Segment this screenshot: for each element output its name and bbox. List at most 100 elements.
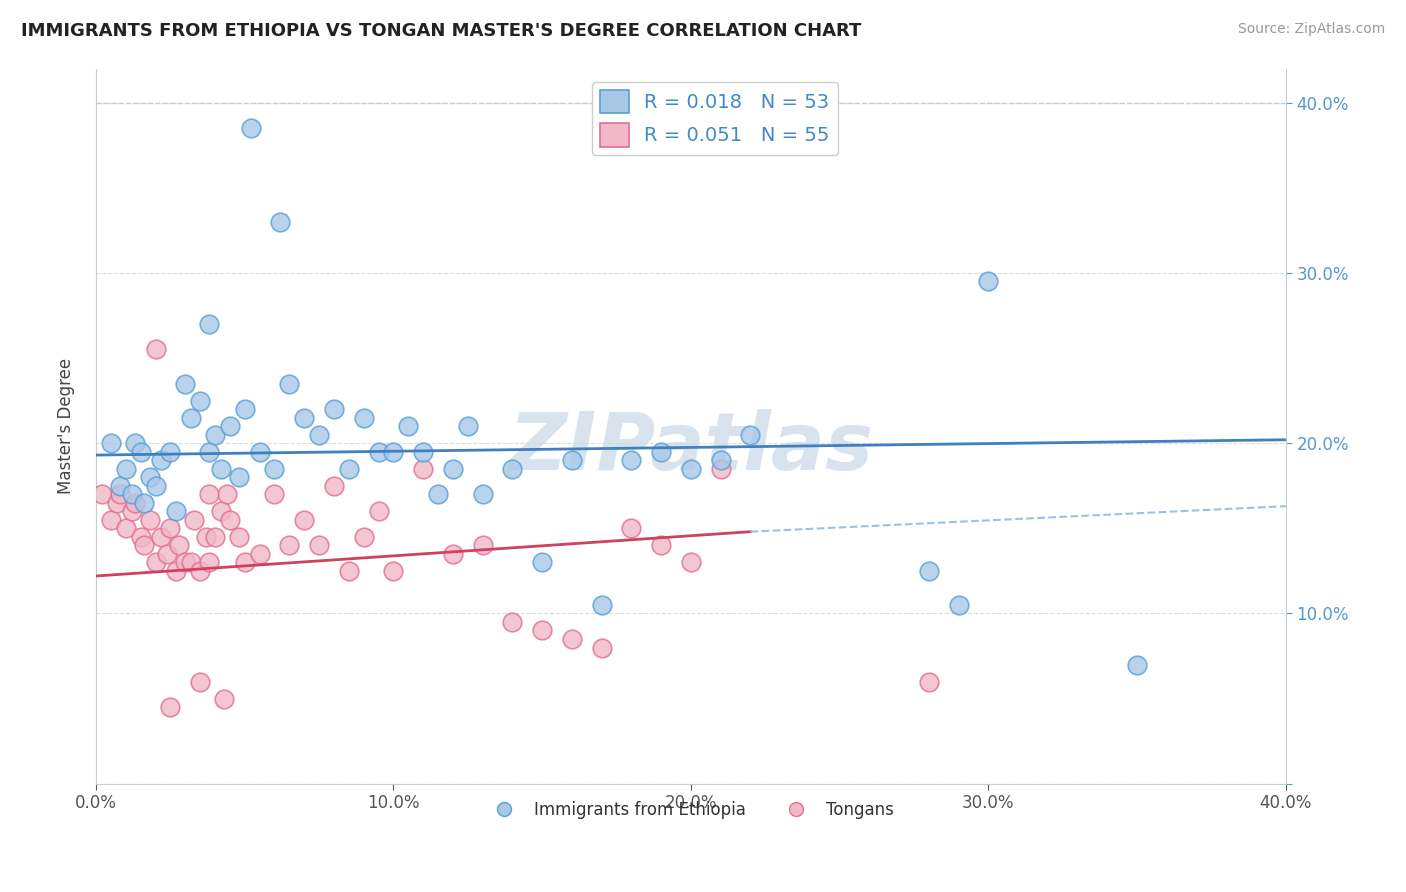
Point [159,444,181,458]
Point [108,487,131,501]
Point [198,555,221,569]
Point [159,521,181,535]
Point [650,538,672,552]
Point [159,700,181,714]
Point [183,513,205,527]
Point [501,615,523,629]
Point [239,121,262,136]
Point [195,530,218,544]
Point [396,419,419,434]
Point [412,444,434,458]
Point [145,343,167,357]
Point [188,564,211,578]
Point [114,461,136,475]
Point [165,564,187,578]
Point [114,521,136,535]
Point [233,402,256,417]
Point [561,632,583,646]
Point [132,538,155,552]
Point [531,624,554,638]
Point [323,402,346,417]
Point [150,530,173,544]
Point [292,513,315,527]
Point [129,444,152,458]
Point [710,453,733,467]
Point [209,504,232,518]
Point [337,461,360,475]
Point [124,436,146,450]
Point [353,530,375,544]
Point [710,461,733,475]
Point [353,410,375,425]
Point [471,487,494,501]
Point [121,487,143,501]
Point [531,555,554,569]
Point [263,461,285,475]
Point [169,538,191,552]
Point [233,555,256,569]
Point [918,674,941,689]
Point [679,461,702,475]
Point [367,444,389,458]
Point [650,444,672,458]
Point [218,419,240,434]
Point [105,496,128,510]
Point [441,461,464,475]
Point [215,487,238,501]
Point [249,547,271,561]
Point [620,521,643,535]
Point [204,427,226,442]
Point [180,555,202,569]
Point [198,317,221,331]
Point [1126,657,1149,672]
Text: ZIPatlas: ZIPatlas [509,409,873,486]
Text: IMMIGRANTS FROM ETHIOPIA VS TONGAN MASTER'S DEGREE CORRELATION CHART: IMMIGRANTS FROM ETHIOPIA VS TONGAN MASTE… [21,22,862,40]
Point [292,410,315,425]
Point [918,564,941,578]
Point [174,555,197,569]
Point [174,376,197,391]
Point [218,513,240,527]
Point [441,547,464,561]
Point [457,419,479,434]
Point [382,444,405,458]
Point [100,436,122,450]
Point [91,487,114,501]
Point [138,513,160,527]
Point [165,504,187,518]
Point [591,598,613,612]
Point [412,461,434,475]
Legend: Immigrants from Ethiopia, Tongans: Immigrants from Ethiopia, Tongans [481,794,901,825]
Point [132,496,155,510]
Point [188,393,211,408]
Point [278,376,301,391]
Point [156,547,179,561]
Text: Source: ZipAtlas.com: Source: ZipAtlas.com [1237,22,1385,37]
Point [278,538,301,552]
Point [129,530,152,544]
Point [145,555,167,569]
Point [249,444,271,458]
Point [471,538,494,552]
Point [121,504,143,518]
Point [337,564,360,578]
Point [427,487,450,501]
Point [228,470,250,484]
Point [228,530,250,544]
Point [382,564,405,578]
Point [108,479,131,493]
Point [263,487,285,501]
Point [198,444,221,458]
Point [591,640,613,655]
Point [145,479,167,493]
Point [188,674,211,689]
Point [620,453,643,467]
Point [212,691,235,706]
Point [150,453,173,467]
Y-axis label: Master's Degree: Master's Degree [58,358,75,494]
Point [308,538,330,552]
Point [367,504,389,518]
Point [209,461,232,475]
Point [100,513,122,527]
Point [948,598,970,612]
